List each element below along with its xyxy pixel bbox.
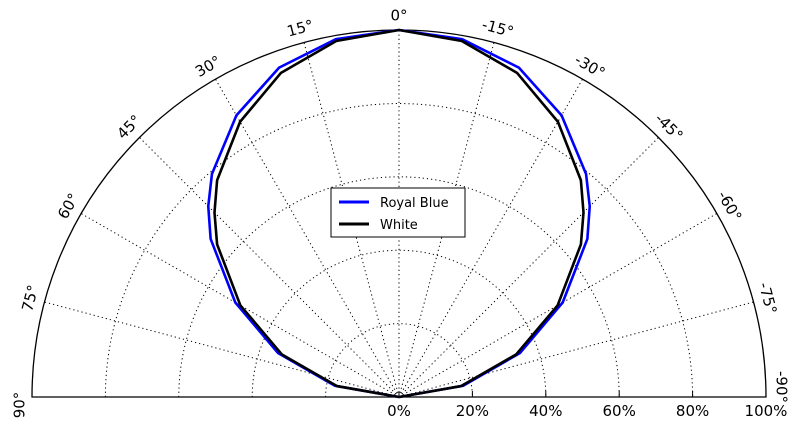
- angle-tick-label: -15°: [480, 15, 516, 41]
- radius-tick-label: 60%: [603, 402, 636, 420]
- polar-grid: [44, 30, 754, 398]
- angle-tick-label: -60°: [714, 188, 746, 225]
- legend-box: [330, 187, 466, 238]
- radial-gridline: [44, 301, 400, 398]
- series-line-white: [213, 28, 585, 399]
- radius-gridline: [251, 249, 547, 398]
- radius-tick-label: 80%: [676, 402, 709, 420]
- angle-tick-label: 75°: [18, 283, 42, 313]
- radius-tick-label: 40%: [529, 402, 562, 420]
- radius-tick-label: 20%: [456, 402, 489, 420]
- radius-gridline: [178, 176, 620, 398]
- legend-label-white: White: [380, 218, 418, 233]
- legend-label-royal-blue: Royal Blue: [380, 196, 449, 211]
- radial-gridline: [139, 137, 400, 398]
- radius-tick-labels: 0% 20% 40% 60% 80% 100%: [387, 402, 787, 420]
- angle-tick-label: -30°: [571, 51, 608, 83]
- angle-tick-labels: 90°75°60°45°30°15°0°-15°-30°-45°-60°-75°…: [10, 6, 790, 418]
- legend: Royal Blue White: [330, 187, 466, 238]
- radial-gridline: [215, 78, 400, 398]
- angle-tick-label: 0°: [390, 6, 407, 24]
- series-lines: [206, 28, 592, 399]
- radius-gridline: [104, 102, 694, 398]
- radius-gridline: [325, 323, 473, 398]
- angle-tick-label: -90°: [773, 371, 791, 403]
- radius-tick-label: 0%: [387, 402, 411, 420]
- radial-gridline: [398, 137, 659, 398]
- angle-tick-label: 90°: [10, 392, 28, 419]
- radial-gridline: [398, 301, 754, 398]
- radius-tick-label: 100%: [745, 402, 788, 420]
- radial-gridline: [398, 78, 583, 398]
- angle-tick-label: 15°: [285, 16, 315, 40]
- angle-tick-label: -75°: [755, 280, 781, 316]
